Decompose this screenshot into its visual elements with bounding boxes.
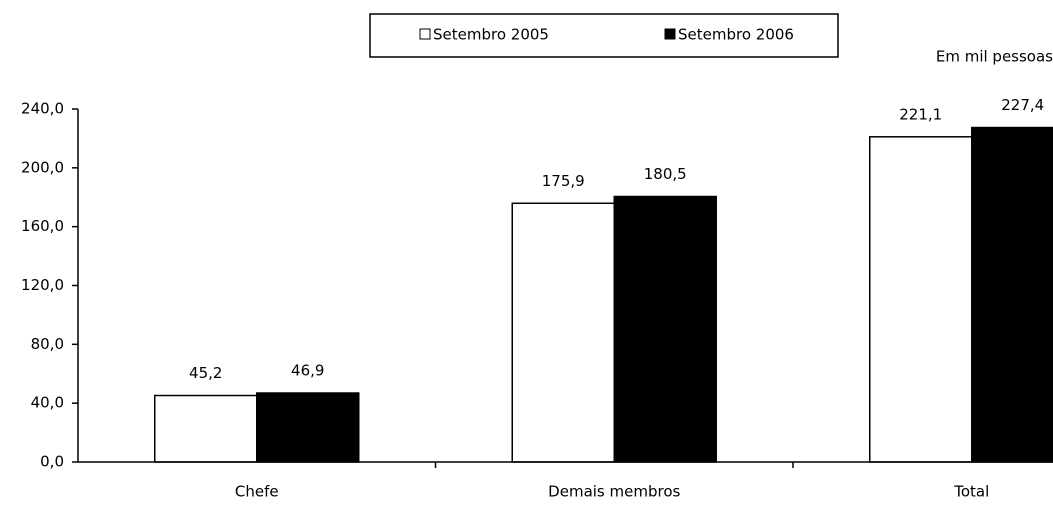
y-tick-label: 0,0 <box>40 453 64 471</box>
value-label: 221,1 <box>899 105 942 123</box>
bar <box>154 394 258 463</box>
value-label: 180,5 <box>644 165 687 183</box>
x-tick-label: Chefe <box>235 483 279 501</box>
y-tick-label: 200,0 <box>21 158 64 176</box>
y-tick-label: 120,0 <box>21 276 64 294</box>
legend-swatch <box>419 28 431 40</box>
y-tick-label: 160,0 <box>21 217 64 235</box>
bar <box>869 136 973 463</box>
value-label: 45,2 <box>189 364 222 382</box>
legend-box <box>369 13 839 58</box>
x-tick-label: Demais membros <box>548 483 680 501</box>
value-label: 227,4 <box>1001 96 1044 114</box>
legend-swatch <box>664 28 676 40</box>
unit-annotation: Em mil pessoas <box>936 48 1053 66</box>
y-tick-label: 40,0 <box>31 394 64 412</box>
value-label: 46,9 <box>291 362 324 380</box>
y-tick-label: 240,0 <box>21 100 64 118</box>
value-label: 175,9 <box>542 172 585 190</box>
y-tick-label: 80,0 <box>31 335 64 353</box>
bar <box>971 126 1053 463</box>
bar <box>511 202 615 463</box>
bar <box>613 195 717 463</box>
legend-label: Setembro 2006 <box>678 26 794 44</box>
x-tick-label: Total <box>953 483 989 501</box>
bar <box>256 392 360 463</box>
legend-label: Setembro 2005 <box>433 26 549 44</box>
